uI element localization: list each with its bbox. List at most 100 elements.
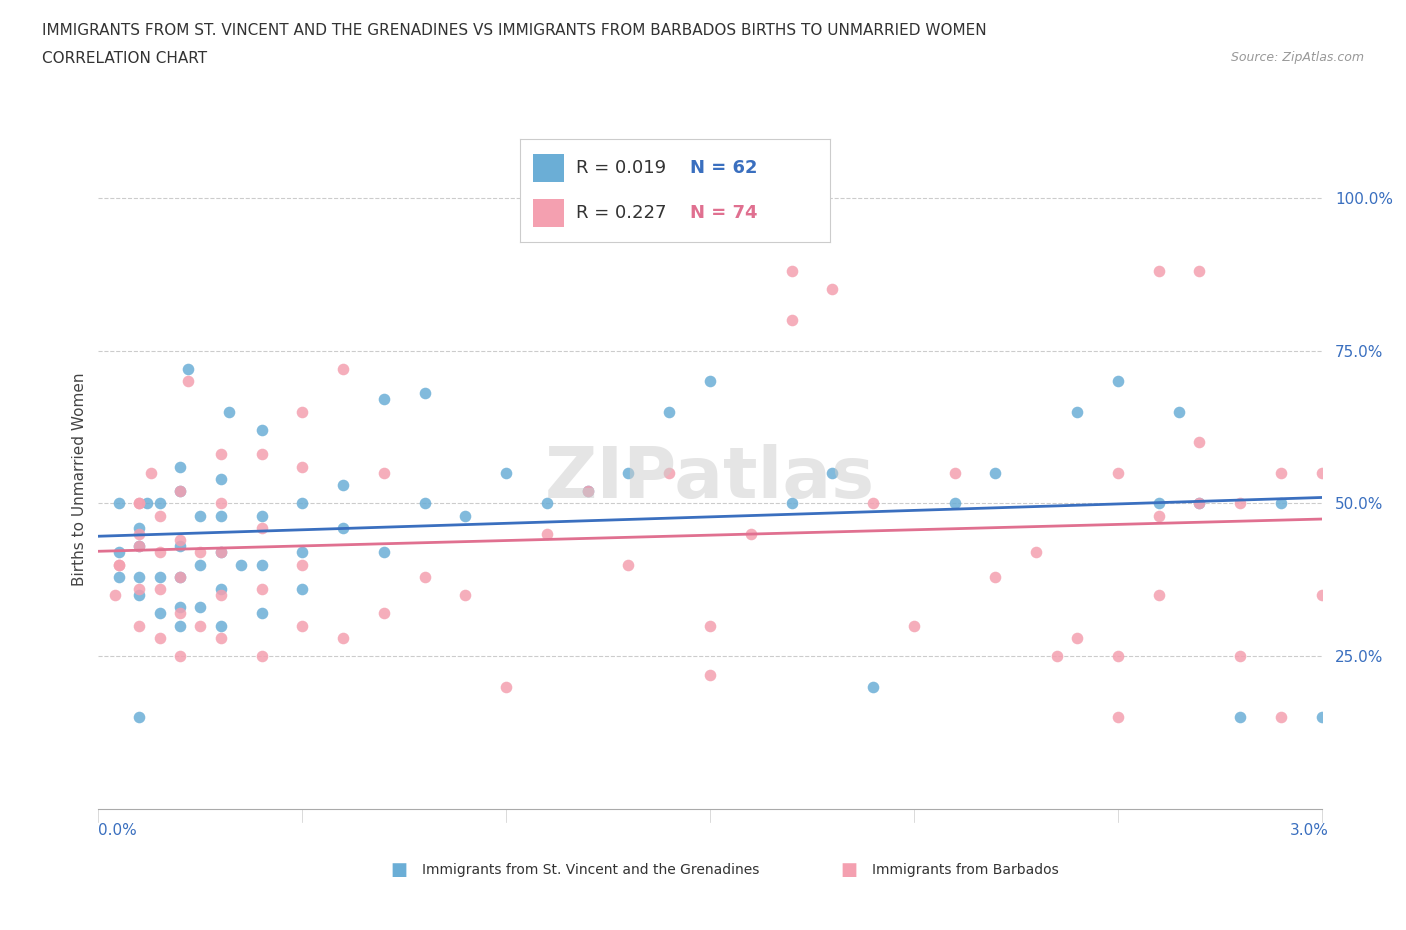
Point — [454, 508, 477, 523]
Point — [862, 680, 884, 695]
Point — [943, 465, 966, 480]
Point — [169, 484, 191, 498]
Point — [984, 465, 1007, 480]
Text: Source: ZipAtlas.com: Source: ZipAtlas.com — [1230, 51, 1364, 64]
Point — [1310, 465, 1333, 480]
Point — [149, 508, 172, 523]
Point — [1270, 710, 1292, 724]
Point — [250, 557, 273, 572]
Point — [699, 618, 721, 633]
Point — [1107, 465, 1129, 480]
Point — [128, 710, 150, 724]
Point — [128, 496, 150, 511]
Text: ■: ■ — [391, 860, 408, 879]
Point — [821, 465, 844, 480]
Point — [617, 557, 640, 572]
Point — [699, 374, 721, 389]
Point — [943, 496, 966, 511]
Point — [149, 569, 172, 584]
Point — [1188, 435, 1211, 450]
Point — [231, 557, 253, 572]
Point — [188, 545, 212, 560]
Point — [128, 496, 150, 511]
Point — [332, 631, 354, 645]
Point — [658, 465, 681, 480]
Point — [128, 588, 150, 603]
Point — [209, 545, 232, 560]
Point — [1229, 496, 1251, 511]
Point — [149, 606, 172, 621]
Point — [209, 581, 232, 596]
Point — [250, 581, 273, 596]
Point — [495, 680, 517, 695]
Point — [209, 588, 232, 603]
Point — [169, 533, 191, 548]
Text: R = 0.227: R = 0.227 — [576, 205, 666, 222]
Text: N = 74: N = 74 — [690, 205, 758, 222]
Point — [209, 618, 232, 633]
Point — [536, 526, 558, 541]
Point — [495, 465, 517, 480]
Point — [250, 649, 273, 664]
Point — [128, 618, 150, 633]
Point — [128, 538, 150, 553]
Point — [984, 569, 1007, 584]
Point — [454, 588, 477, 603]
Point — [1229, 649, 1251, 664]
Point — [169, 459, 191, 474]
Point — [169, 618, 191, 633]
Point — [169, 569, 191, 584]
Point — [177, 374, 200, 389]
Text: N = 62: N = 62 — [690, 159, 758, 177]
Point — [209, 508, 232, 523]
Point — [188, 557, 212, 572]
Point — [373, 606, 395, 621]
Point — [149, 545, 172, 560]
Point — [108, 569, 131, 584]
Point — [209, 447, 232, 462]
Text: 3.0%: 3.0% — [1289, 823, 1329, 838]
Point — [218, 405, 240, 419]
Point — [188, 618, 212, 633]
Point — [332, 362, 354, 377]
Point — [128, 538, 150, 553]
Point — [1270, 496, 1292, 511]
Point — [373, 465, 395, 480]
Text: Immigrants from Barbados: Immigrants from Barbados — [872, 862, 1059, 877]
Point — [108, 496, 131, 511]
Point — [1147, 588, 1170, 603]
Point — [141, 465, 163, 480]
Point — [149, 581, 172, 596]
Point — [1107, 649, 1129, 664]
Point — [332, 521, 354, 536]
Text: ZIPatlas: ZIPatlas — [546, 445, 875, 513]
Point — [699, 667, 721, 682]
Point — [1310, 588, 1333, 603]
Point — [169, 538, 191, 553]
Point — [169, 569, 191, 584]
Point — [1310, 710, 1333, 724]
Point — [413, 569, 436, 584]
Point — [373, 545, 395, 560]
Point — [169, 484, 191, 498]
Point — [250, 422, 273, 437]
Point — [209, 472, 232, 486]
Bar — [533, 153, 564, 182]
Y-axis label: Births to Unmarried Women: Births to Unmarried Women — [72, 372, 87, 586]
Point — [780, 312, 803, 327]
Point — [1229, 710, 1251, 724]
Text: 0.0%: 0.0% — [98, 823, 138, 838]
Point — [291, 618, 314, 633]
Point — [1188, 263, 1211, 278]
Point — [291, 545, 314, 560]
Point — [413, 386, 436, 401]
Point — [136, 496, 159, 511]
Point — [1167, 405, 1189, 419]
Point — [108, 557, 131, 572]
Point — [740, 526, 762, 541]
Point — [128, 526, 150, 541]
Point — [1147, 508, 1170, 523]
Point — [373, 392, 395, 407]
Text: Immigrants from St. Vincent and the Grenadines: Immigrants from St. Vincent and the Gren… — [422, 862, 759, 877]
Point — [536, 496, 558, 511]
